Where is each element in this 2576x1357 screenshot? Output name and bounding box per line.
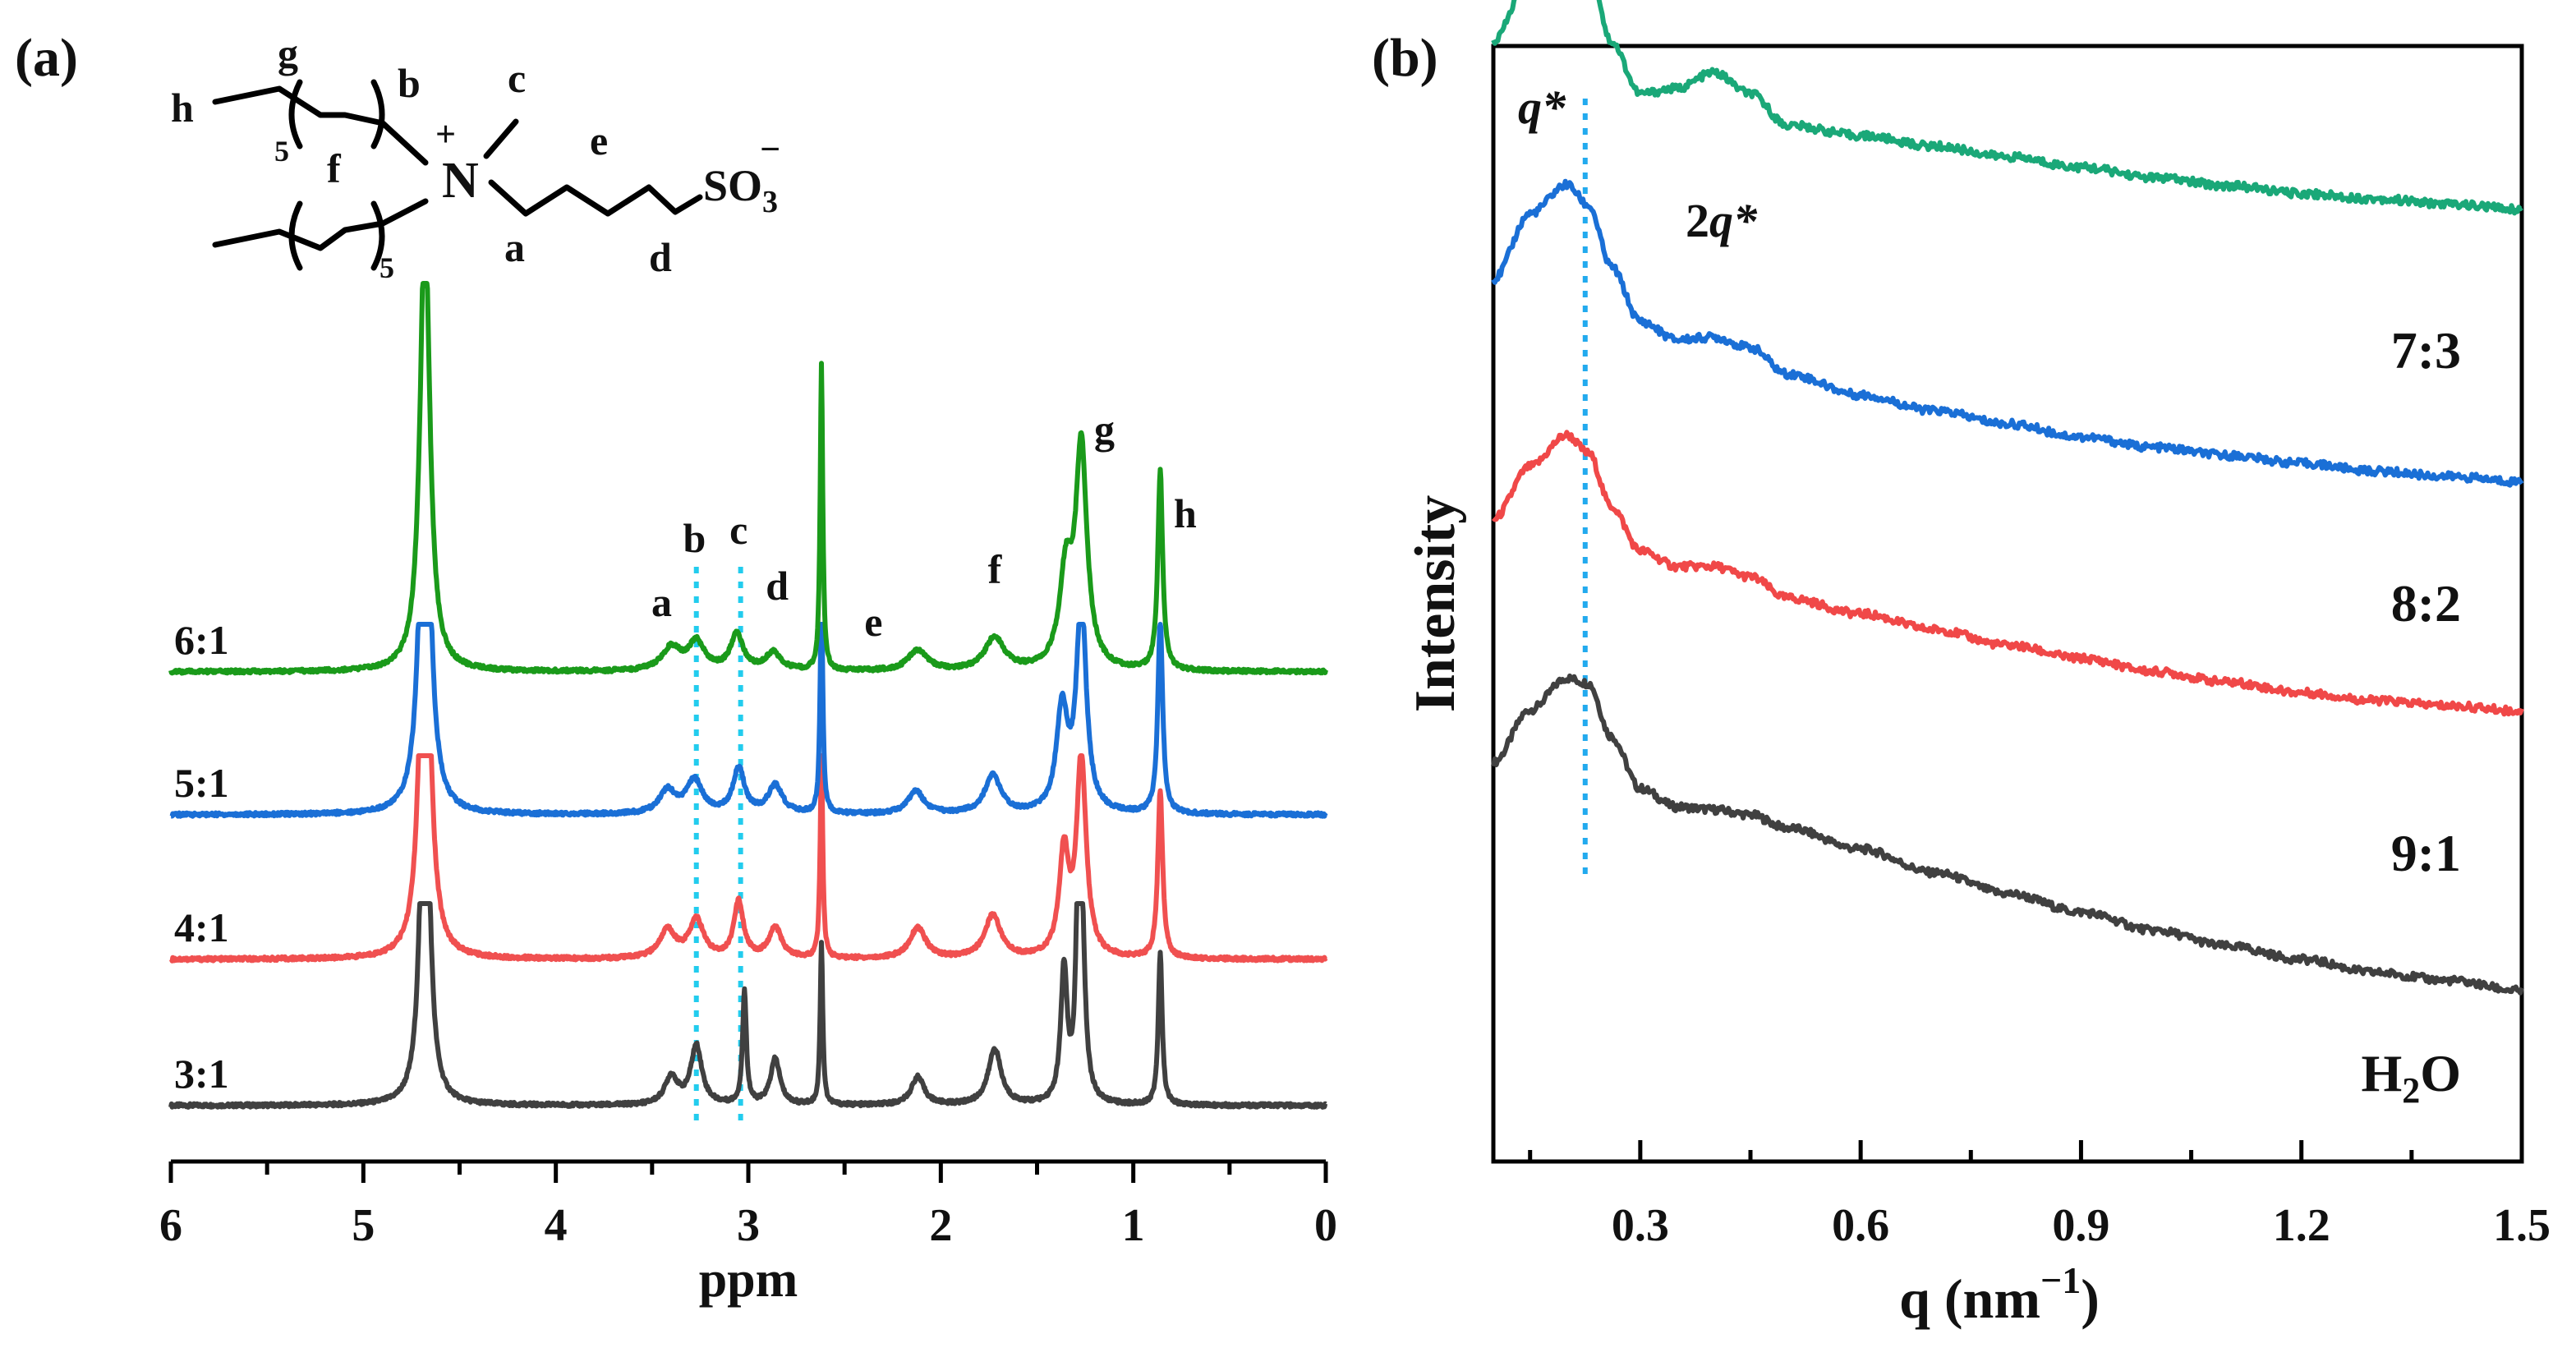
nmr-spectrum-6-1 (168, 281, 1328, 676)
saxs-plot-frame (1491, 44, 2524, 1164)
nmr-peak-label-f: f (988, 546, 1003, 592)
saxs-curve-8-2 (1491, 178, 2524, 488)
saxs-tick-label: 0.3 (1612, 1200, 1669, 1251)
saxs-tick-label: 0.6 (1832, 1200, 1889, 1251)
nmr-peak-label-h: h (1174, 490, 1197, 536)
structure-subscript-5-upper: 5 (274, 135, 289, 168)
nmr-ratio-labels: 3:1 4:1 5:1 6:1 (174, 617, 229, 1097)
nmr-ratio-label-5-1: 5:1 (174, 760, 229, 806)
nmr-peak-label-d: d (766, 563, 789, 609)
nmr-ratio-label-6-1: 6:1 (174, 617, 229, 663)
panel-b-label: (b) (1372, 28, 1438, 88)
structure-label-c: c (508, 55, 526, 101)
structure-charge-plus: + (435, 114, 456, 154)
saxs-x-axis-label: q (nm−1) (1899, 1259, 2100, 1330)
saxs-curve-7-3 (1491, 0, 2523, 216)
structure-propyl-chain (488, 179, 703, 217)
nmr-spectrum-5-1 (168, 622, 1328, 819)
saxs-tick-label: 1.5 (2493, 1200, 2551, 1251)
structure-paren-upper-left (288, 79, 303, 150)
saxs-y-axis-label: Intensity (1404, 495, 1467, 712)
structure-label-h: h (171, 85, 194, 131)
structure-paren-upper-right (370, 79, 385, 150)
structure-subscript-5-lower: 5 (380, 251, 394, 284)
chemical-structure (212, 79, 703, 271)
nmr-peak-label-b: b (683, 515, 706, 561)
panel-a-label: (a) (15, 28, 78, 88)
nmr-tick-label: 0 (1314, 1200, 1337, 1251)
nmr-peak-labels: ab cd e f g h (651, 407, 1197, 645)
structure-label-f: f (327, 145, 342, 191)
structure-label-d: d (649, 234, 672, 280)
nmr-tick-label: 3 (737, 1200, 760, 1251)
saxs-series-label-8-2: 8:2 (2391, 574, 2461, 632)
nmr-peak-label-e: e (864, 599, 882, 645)
saxs-curves (1491, 0, 2524, 996)
structure-paren-lower-left (288, 200, 303, 271)
structure-upper-chain (212, 85, 429, 166)
nmr-x-ticks: 6 5 4 3 2 1 0 (159, 1162, 1337, 1251)
panel-a: (a) h g b c e f a d 5 5 + N SO3− (15, 28, 1337, 1308)
nmr-tick-label: 2 (929, 1200, 952, 1251)
2q-star-label: 2q* (1686, 194, 1758, 247)
structure-nitrogen: N (442, 153, 479, 209)
nmr-spectrum-3-1 (168, 901, 1328, 1110)
saxs-curve-H2O (1491, 673, 2524, 996)
structure-label-e: e (590, 117, 608, 163)
saxs-tick-label: 0.9 (2052, 1200, 2109, 1251)
nmr-tick-label: 1 (1122, 1200, 1145, 1251)
saxs-curve-9-1 (1491, 430, 2524, 717)
structure-labels: h g b c e f a d 5 5 + N SO3− (171, 30, 780, 284)
nmr-spectra (168, 281, 1328, 1110)
saxs-series-label-9-1: 9:1 (2391, 824, 2461, 882)
structure-label-b: b (398, 60, 421, 106)
nmr-spectrum-4-1 (168, 753, 1328, 964)
structure-lower-chain (212, 198, 429, 251)
structure-label-g: g (278, 30, 298, 76)
nmr-tick-label: 5 (352, 1200, 375, 1251)
nmr-peak-label-g: g (1094, 407, 1115, 453)
saxs-x-ticks: 0.3 0.6 0.9 1.2 1.5 (1528, 1140, 2551, 1251)
saxs-series-labels: H2O 9:1 8:2 7:3 (2361, 321, 2461, 1111)
saxs-series-label-7-3: 7:3 (2391, 321, 2461, 380)
structure-label-a: a (504, 224, 525, 270)
nmr-x-axis-label: ppm (699, 1252, 798, 1308)
nmr-ratio-label-3-1: 3:1 (174, 1051, 229, 1097)
nmr-peak-label-c: c (729, 507, 748, 553)
q-star-label: q* (1518, 80, 1566, 134)
structure-paren-lower-right (370, 200, 385, 271)
saxs-tick-label: 1.2 (2273, 1200, 2330, 1251)
panel-b: (b) Intensity H2O 9:1 8:2 7:3 q* 2q* 0.3 0.6… (1372, 0, 2551, 1330)
nmr-ratio-label-4-1: 4:1 (174, 904, 229, 950)
nmr-peak-label-a: a (651, 579, 672, 625)
nmr-tick-label: 6 (159, 1200, 182, 1251)
structure-so3: SO3− (703, 129, 780, 219)
saxs-series-label-H2O: H2O (2361, 1044, 2461, 1111)
nmr-tick-label: 4 (545, 1200, 568, 1251)
structure-methyl-bond (483, 118, 519, 159)
